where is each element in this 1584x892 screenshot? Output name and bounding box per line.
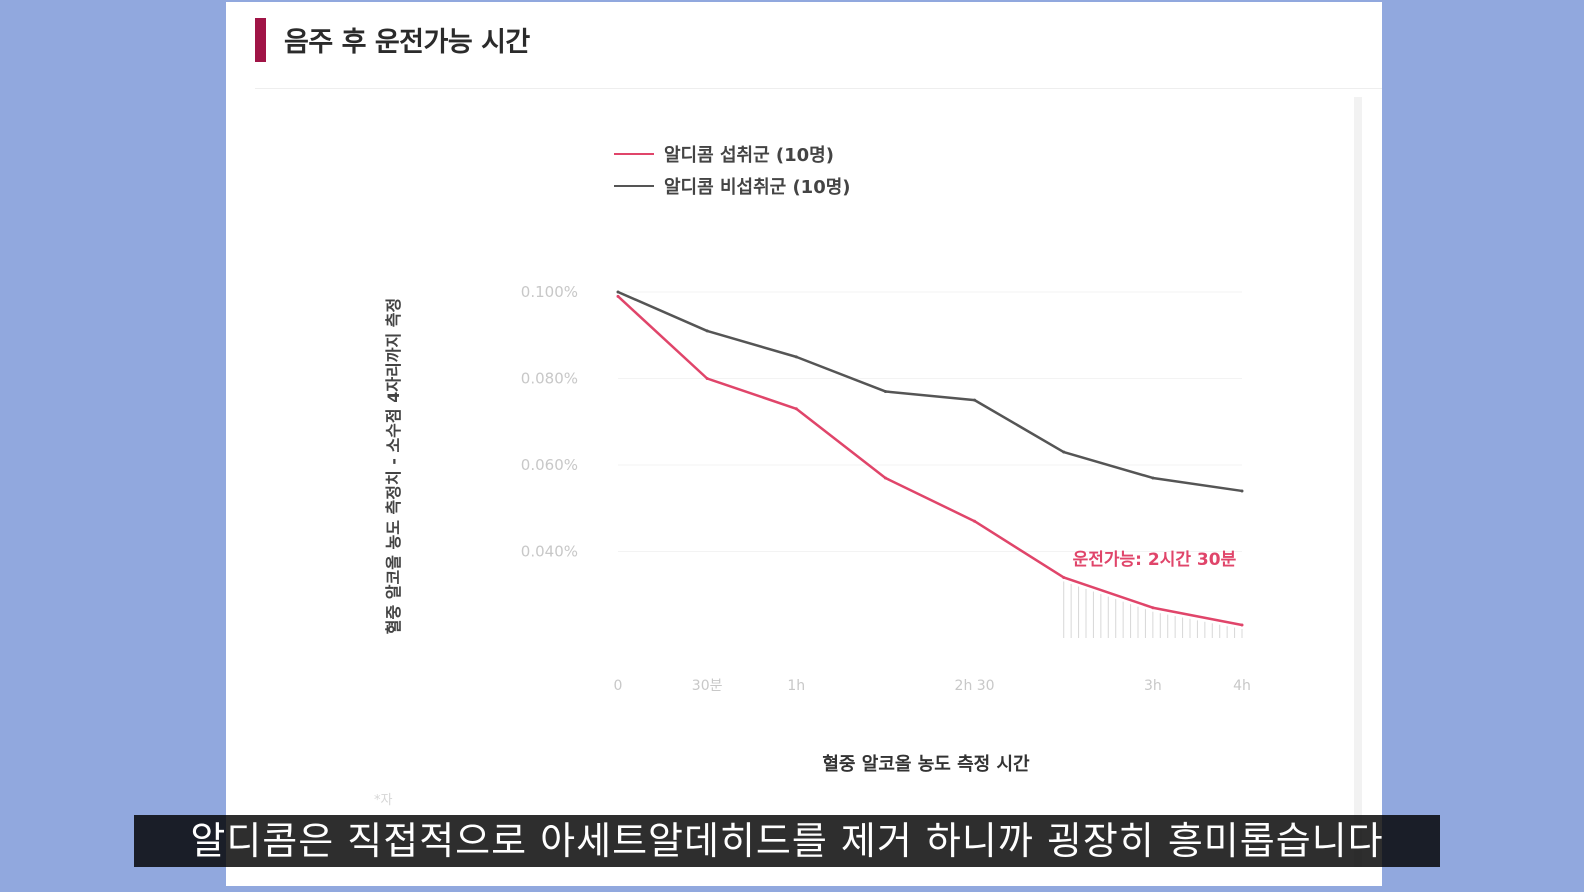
annotation-label: 운전가능: 2시간 30분 (1073, 550, 1237, 570)
series-line-non-intake (617, 290, 1243, 493)
data-point-non-intake (1151, 476, 1155, 480)
y-tick-label: 0.100% (521, 283, 578, 301)
data-point-non-intake (883, 389, 887, 393)
x-tick-label: 4h (1233, 678, 1251, 694)
data-point-intake (705, 377, 709, 380)
x-tick-label: 0 (614, 678, 623, 694)
data-point-non-intake (1240, 489, 1244, 493)
title-divider (255, 88, 1382, 89)
data-point-non-intake (1062, 450, 1066, 454)
y-tick-label: 0.040% (521, 543, 578, 561)
legend-swatch-non-intake (614, 185, 654, 187)
legend-item-non-intake: 알디콤 비섭취군 (10명) (614, 170, 851, 202)
data-point-intake (883, 476, 887, 480)
slide-edge-shadow (1354, 97, 1362, 867)
data-point-non-intake (705, 329, 709, 333)
y-tick-label: 0.060% (521, 456, 578, 474)
data-point-intake (794, 407, 798, 411)
x-axis-label: 혈중 알코올 농도 측정 시간 (822, 754, 1030, 775)
x-tick-label: 30분 (692, 678, 723, 694)
slide-title: 음주 후 운전가능 시간 (284, 27, 530, 58)
x-tick-label: 1h (787, 678, 805, 694)
legend-label-intake: 알디콤 섭취군 (10명) (664, 145, 834, 166)
line-chart: 0.100% 0.080% 0.060% 0.040% 0 30분 1h 2h 30 3h 4h 운… (521, 283, 1251, 694)
legend-label-non-intake: 알디콤 비섭취군 (10명) (664, 177, 851, 198)
legend-swatch-intake (614, 153, 654, 155)
data-point-non-intake (616, 290, 620, 294)
chart-legend: 알디콤 섭취군 (10명) 알디콤 비섭취군 (10명) (614, 138, 851, 202)
legend-item-intake: 알디콤 섭취군 (10명) (614, 138, 851, 170)
data-point-intake (1240, 623, 1244, 627)
presentation-slide: 음주 후 운전가능 시간 알디콤 섭취군 (10명) 알디콤 비섭취군 (10명… (226, 2, 1382, 886)
data-point-non-intake (973, 398, 977, 402)
series-line-intake (617, 295, 1243, 627)
data-point-non-intake (794, 355, 798, 359)
data-point-intake (616, 294, 620, 298)
data-point-intake (973, 519, 977, 523)
title-accent-bar (255, 18, 266, 62)
data-point-intake (1151, 606, 1155, 610)
footnote: *자 (374, 793, 393, 808)
x-tick-label: 3h (1144, 678, 1162, 694)
x-tick-label: 2h 30 (955, 678, 995, 694)
video-subtitle: 알디콤은 직접적으로 아세트알데히드를 제거 하니까 굉장히 흥미롭습니다 (134, 815, 1440, 867)
data-point-intake (1062, 575, 1066, 579)
y-tick-label: 0.080% (521, 370, 578, 388)
